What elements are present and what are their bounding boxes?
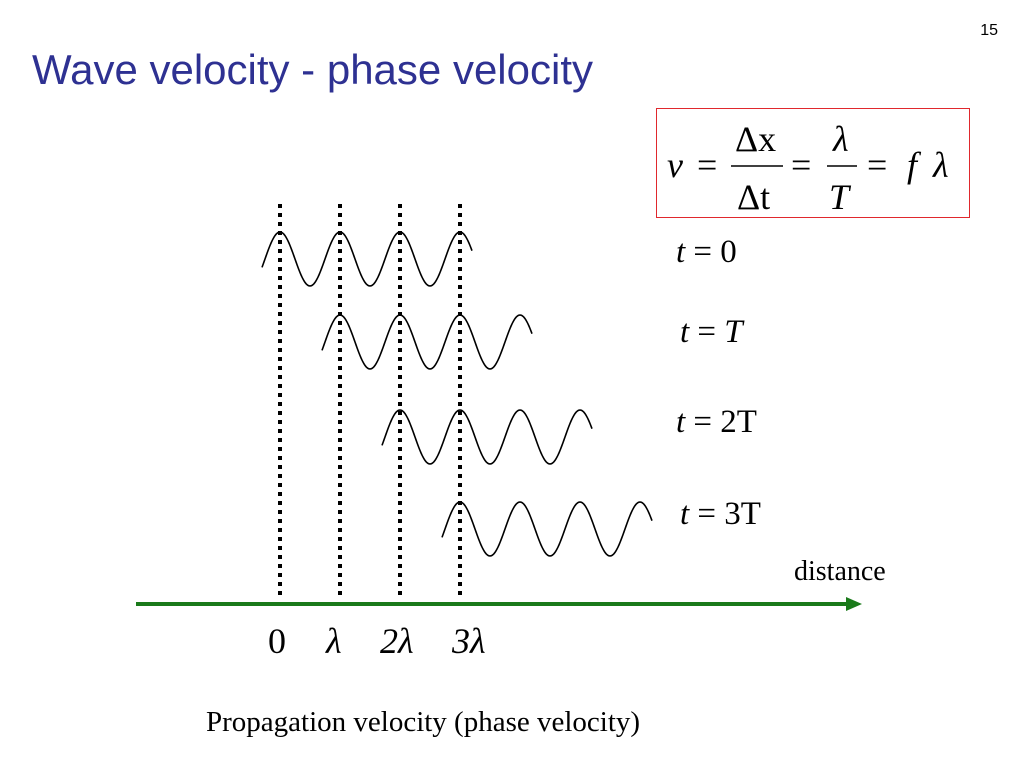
- wave-t3: [441, 501, 653, 557]
- tick-label-lambda: λ: [326, 621, 342, 661]
- slide-title: Wave velocity - phase velocity: [32, 46, 593, 93]
- time-label-3: t = 3T: [680, 496, 761, 532]
- tick-label-0: 0: [268, 621, 286, 661]
- tick-label-3lambda: 3λ: [452, 621, 486, 661]
- time-label-1: t = T: [680, 314, 743, 350]
- formula-num-dx: Δx: [735, 119, 776, 159]
- formula-num-lambda: λ: [832, 119, 849, 159]
- slide-number: 15: [980, 22, 998, 39]
- formula-eq-3: =: [867, 145, 887, 185]
- formula-lambda: λ: [932, 145, 949, 185]
- formula-eq-2: =: [791, 145, 811, 185]
- wave-t2: [381, 409, 593, 465]
- formula-v: v: [667, 145, 683, 185]
- formula-eq-1: =: [697, 145, 717, 185]
- tick-label-2lambda: 2λ: [380, 621, 414, 661]
- time-label-2: t = 2T: [676, 404, 757, 440]
- caption: Propagation velocity (phase velocity): [206, 706, 641, 738]
- wave-t0: [261, 231, 473, 287]
- formula-den-dt: Δt: [737, 177, 770, 217]
- formula-box: v = Δx Δt = λ T = f λ: [656, 108, 970, 218]
- formula-den-T: T: [829, 177, 852, 217]
- time-label-0: t = 0: [676, 234, 737, 270]
- wave-t1: [321, 314, 533, 370]
- distance-axis-arrowhead: [846, 597, 862, 611]
- axis-label-distance: distance: [794, 556, 886, 587]
